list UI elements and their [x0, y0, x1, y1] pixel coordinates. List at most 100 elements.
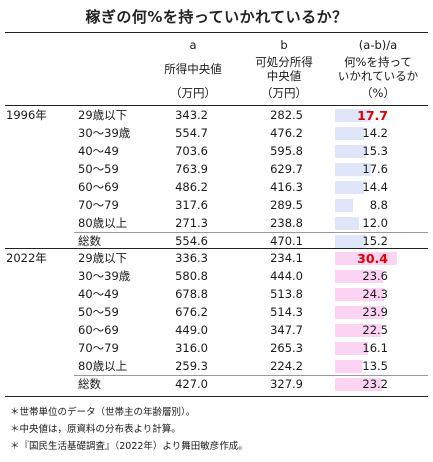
pct-bar [335, 270, 383, 283]
pct-value: 30.4 [357, 251, 388, 266]
group-divider-rule [5, 248, 428, 249]
row-label: 50～59 [78, 162, 119, 176]
col-c-name-1: 何%を持って [344, 54, 412, 69]
disposable-median: 234.1 [270, 251, 303, 265]
income-median: 317.6 [175, 198, 208, 212]
income-median: 486.2 [175, 180, 208, 194]
pct-value: 14.4 [362, 180, 388, 194]
pct-value: 23.2 [362, 377, 388, 391]
pct-bar [335, 163, 371, 176]
note-1: ＊世帯単位のデータ（世帯主の年齢層別）。 [10, 407, 196, 418]
row-label: 80歳以上 [78, 359, 128, 373]
pct-bar [335, 324, 381, 337]
row-label: 40～49 [78, 287, 119, 301]
income-median: 703.6 [175, 144, 208, 158]
row-label: 30～39歳 [78, 126, 131, 140]
col-c-unit: （%） [361, 85, 395, 100]
note-2: ＊中央値は，原資料の分布表より計算。 [10, 424, 181, 435]
row-label: 40～49 [78, 144, 119, 158]
col-b-letter: b [280, 38, 288, 52]
income-median: 336.3 [175, 251, 208, 265]
row-label: 60～69 [78, 323, 119, 337]
pct-bar [335, 378, 383, 391]
row-label: 総数 [78, 234, 101, 248]
income-median: 449.0 [175, 323, 208, 337]
income-median: 427.0 [175, 377, 208, 391]
pct-value: 23.9 [362, 305, 388, 319]
table-top-rule [5, 32, 428, 33]
income-median: 678.8 [175, 287, 208, 301]
row-label: 50～59 [78, 305, 119, 319]
col-c-header: (a-b)/a 何%を持って いかれているか （%） [330, 38, 426, 100]
income-median: 580.8 [175, 269, 208, 283]
col-b-name-2: 中央値 [266, 69, 302, 83]
col-a-name: 所得中央値 [164, 61, 222, 76]
year-label: 1996年 [6, 108, 47, 122]
disposable-median: 470.1 [270, 234, 303, 248]
income-median: 316.0 [175, 341, 208, 355]
disposable-median: 224.2 [270, 359, 303, 373]
row-label: 29歳以下 [78, 251, 128, 265]
income-median: 554.6 [175, 234, 208, 248]
disposable-median: 327.9 [270, 377, 303, 391]
disposable-median: 416.3 [270, 180, 303, 194]
col-c-formula: (a-b)/a [358, 38, 398, 52]
income-median: 271.3 [175, 216, 208, 230]
pct-value: 16.1 [362, 341, 388, 355]
col-a-unit: （万円） [170, 86, 216, 100]
pct-bar [335, 145, 367, 158]
col-b-name-1: 可処分所得 [255, 54, 313, 69]
pct-bar [335, 342, 368, 355]
disposable-median: 476.2 [270, 126, 303, 140]
pct-bar [335, 360, 363, 373]
disposable-median: 629.7 [270, 162, 303, 176]
row-label: 80歳以上 [78, 216, 128, 230]
pct-value: 13.5 [362, 359, 388, 373]
col-b-unit: （万円） [261, 85, 307, 100]
pct-bar [335, 235, 366, 248]
disposable-median: 238.8 [270, 216, 303, 230]
pct-bar [335, 306, 384, 319]
pct-value: 12.0 [362, 216, 388, 230]
disposable-median: 595.8 [270, 144, 303, 158]
pct-bar [335, 181, 365, 194]
pct-value: 14.2 [362, 126, 388, 140]
disposable-median: 513.8 [270, 287, 303, 301]
pct-value: 8.8 [369, 198, 388, 212]
pct-bar [335, 109, 371, 122]
chart-title: 稼ぎの何%を持っていかれているか？ [85, 8, 348, 26]
disposable-median: 282.5 [270, 108, 303, 122]
disposable-median: 265.3 [270, 341, 303, 355]
pct-value: 15.3 [362, 144, 388, 158]
row-label: 総数 [78, 377, 101, 391]
pct-bar [335, 288, 385, 301]
income-median: 676.2 [175, 305, 208, 319]
row-label: 60～69 [78, 180, 119, 194]
income-median: 343.2 [175, 108, 208, 122]
col-c-name-2: いかれているか [337, 69, 419, 83]
year-label: 2022年 [6, 251, 47, 265]
disposable-median: 347.7 [270, 323, 303, 337]
pct-value: 22.5 [362, 323, 388, 337]
header-rule [5, 105, 428, 106]
col-a-letter: a [189, 38, 197, 52]
income-median: 554.7 [175, 126, 208, 140]
disposable-median: 289.5 [270, 198, 303, 212]
total-row-rule [74, 232, 428, 233]
pct-value: 17.7 [357, 108, 388, 123]
row-label: 30～39歳 [78, 269, 131, 283]
row-label: 70～79 [78, 341, 119, 355]
col-b-header: b 可処分所得 中央値 （万円） [236, 38, 332, 100]
note-3: ＊『国民生活基礎調査』（2022年）より舞田敏彦作成。 [10, 441, 248, 452]
income-median: 259.3 [175, 359, 208, 373]
pct-value: 24.3 [362, 287, 388, 301]
row-label: 70～79 [78, 198, 119, 212]
income-median: 763.9 [175, 162, 208, 176]
table-bottom-rule [5, 396, 428, 397]
disposable-median: 444.0 [270, 269, 303, 283]
row-label: 29歳以下 [78, 108, 128, 122]
pct-value: 17.6 [362, 162, 388, 176]
disposable-median: 514.3 [270, 305, 303, 319]
pct-bar [335, 217, 360, 230]
col-a-header: a 所得中央値 （万円） [150, 38, 236, 101]
